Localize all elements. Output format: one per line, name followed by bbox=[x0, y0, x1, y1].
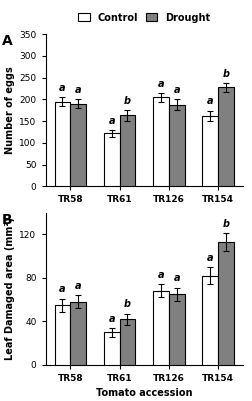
Bar bbox=[119, 319, 135, 365]
Text: b: b bbox=[123, 96, 131, 106]
Text: a: a bbox=[157, 270, 164, 280]
Bar bbox=[103, 332, 119, 365]
Legend: Control, Drought: Control, Drought bbox=[74, 9, 213, 26]
Text: b: b bbox=[123, 300, 131, 310]
Text: a: a bbox=[206, 97, 213, 106]
Text: a: a bbox=[59, 83, 66, 93]
Bar bbox=[54, 101, 70, 186]
Text: b: b bbox=[222, 69, 229, 79]
Text: a: a bbox=[173, 85, 179, 95]
Text: B: B bbox=[2, 213, 13, 227]
Bar bbox=[217, 87, 233, 186]
Text: a: a bbox=[173, 273, 179, 284]
Text: a: a bbox=[75, 281, 81, 291]
Text: a: a bbox=[75, 85, 81, 95]
Text: a: a bbox=[108, 314, 115, 324]
Text: a: a bbox=[206, 253, 213, 263]
Bar bbox=[70, 104, 86, 186]
Bar bbox=[168, 294, 184, 365]
Text: b: b bbox=[222, 219, 229, 229]
Bar bbox=[202, 275, 217, 365]
X-axis label: Tomato accession: Tomato accession bbox=[96, 389, 192, 399]
Bar bbox=[168, 105, 184, 186]
Bar bbox=[152, 291, 168, 365]
Y-axis label: Leaf Damaged area (mm²): Leaf Damaged area (mm²) bbox=[5, 217, 15, 360]
Bar bbox=[202, 116, 217, 186]
Text: A: A bbox=[2, 34, 13, 48]
Bar bbox=[152, 97, 168, 186]
Bar bbox=[103, 134, 119, 186]
Bar bbox=[119, 115, 135, 186]
Text: a: a bbox=[108, 115, 115, 126]
Text: a: a bbox=[157, 79, 164, 89]
Bar bbox=[70, 302, 86, 365]
Text: a: a bbox=[59, 284, 66, 294]
Y-axis label: Number of eggs: Number of eggs bbox=[5, 67, 15, 154]
Bar bbox=[54, 305, 70, 365]
Bar bbox=[217, 242, 233, 365]
